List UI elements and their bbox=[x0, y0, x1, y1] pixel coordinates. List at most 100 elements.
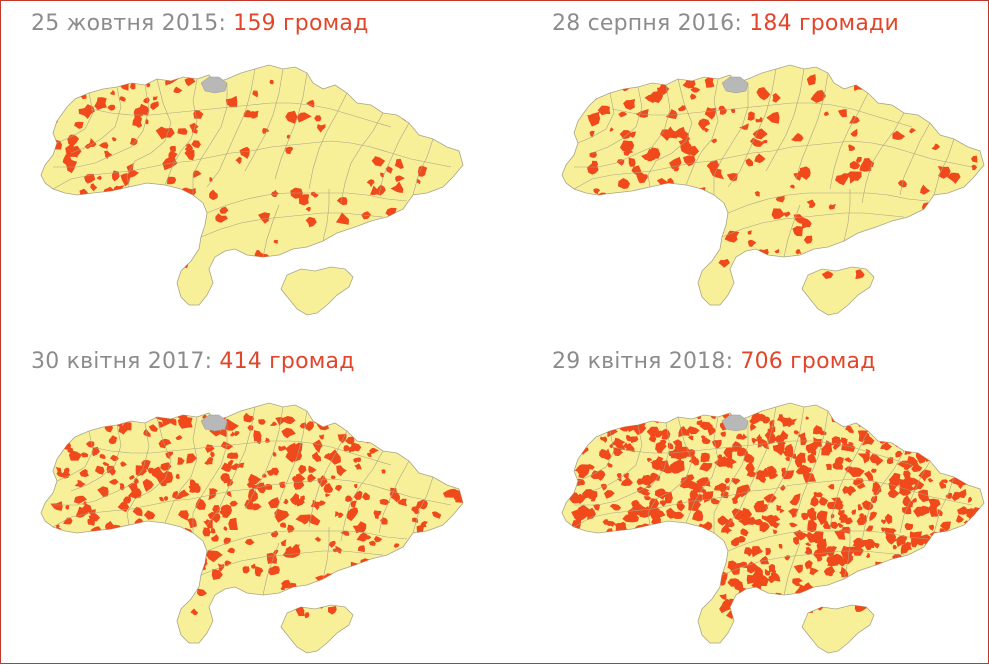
community-patch bbox=[725, 455, 737, 469]
community-patch bbox=[63, 563, 72, 570]
community-patch bbox=[348, 507, 359, 515]
community-patch bbox=[141, 459, 151, 471]
community-patch bbox=[747, 111, 755, 121]
community-patch bbox=[667, 229, 674, 234]
community-patch bbox=[296, 112, 312, 123]
community-patch bbox=[197, 588, 208, 597]
community-patch bbox=[107, 212, 119, 221]
community-patch bbox=[974, 431, 980, 438]
community-patch bbox=[420, 521, 428, 528]
community-patch bbox=[175, 473, 180, 480]
community-patch bbox=[851, 509, 856, 515]
community-patch bbox=[110, 586, 117, 592]
community-patch bbox=[680, 477, 688, 482]
panel-title: 25 жовтня 2015: 159 громад bbox=[31, 7, 369, 41]
community-patch bbox=[974, 585, 984, 595]
community-patch bbox=[598, 536, 605, 543]
panel-date: 25 жовтня 2015 bbox=[31, 11, 219, 36]
community-patch bbox=[939, 583, 944, 590]
community-patch bbox=[604, 585, 611, 590]
community-patch bbox=[128, 487, 142, 499]
community-patch bbox=[589, 240, 602, 253]
community-patch bbox=[898, 431, 912, 442]
oblast-boundary bbox=[843, 527, 851, 580]
community-patch bbox=[649, 498, 660, 508]
community-patch bbox=[680, 143, 694, 156]
community-patch bbox=[425, 458, 433, 466]
community-patch bbox=[683, 531, 692, 538]
community-patch bbox=[595, 216, 608, 229]
community-patch bbox=[688, 498, 702, 512]
community-patch bbox=[949, 573, 957, 580]
community-patch bbox=[98, 273, 103, 279]
community-patch bbox=[592, 233, 610, 245]
community-patch bbox=[166, 552, 173, 558]
community-patch bbox=[385, 437, 393, 447]
community-patch bbox=[442, 557, 451, 564]
community-patch bbox=[443, 133, 448, 138]
community-patch bbox=[846, 485, 857, 497]
community-patch bbox=[164, 157, 175, 166]
community-patch bbox=[922, 442, 936, 452]
community-patch bbox=[643, 496, 652, 501]
community-patch bbox=[211, 568, 223, 580]
community-patch bbox=[937, 508, 943, 517]
community-patch bbox=[427, 209, 437, 218]
community-patch bbox=[974, 437, 984, 449]
community-patch bbox=[99, 236, 113, 249]
community-patch bbox=[727, 560, 738, 571]
community-patch bbox=[833, 264, 840, 270]
community-patch bbox=[880, 420, 889, 428]
community-patch bbox=[310, 499, 320, 511]
community-patch bbox=[223, 526, 228, 531]
community-patch bbox=[841, 411, 847, 420]
community-patch bbox=[63, 517, 73, 525]
community-patch bbox=[805, 541, 811, 547]
community-patch bbox=[397, 566, 403, 572]
community-patch bbox=[113, 185, 125, 196]
community-patch bbox=[579, 557, 593, 569]
community-patch bbox=[931, 143, 940, 151]
community-patch bbox=[323, 482, 334, 493]
community-patch bbox=[120, 461, 127, 467]
community-patch bbox=[691, 455, 697, 462]
community-patch bbox=[814, 600, 818, 605]
community-patch bbox=[679, 537, 685, 541]
community-patch bbox=[708, 206, 716, 213]
community-patch bbox=[455, 469, 463, 476]
community-patch bbox=[597, 422, 606, 429]
community-patch bbox=[856, 585, 868, 597]
community-patch bbox=[283, 259, 293, 268]
community-patch bbox=[209, 189, 218, 201]
community-patch bbox=[869, 511, 878, 522]
community-patch bbox=[723, 447, 733, 459]
community-patch bbox=[821, 271, 834, 279]
oblast-boundary bbox=[765, 406, 805, 510]
community-patch bbox=[351, 441, 362, 452]
community-patch bbox=[751, 438, 759, 445]
community-patch bbox=[445, 568, 457, 582]
community-patch bbox=[973, 524, 980, 529]
community-patch bbox=[317, 124, 326, 133]
community-patch bbox=[766, 433, 777, 445]
community-patch bbox=[872, 481, 882, 494]
oblast-boundary bbox=[721, 212, 905, 238]
community-patch bbox=[847, 459, 853, 463]
community-patch bbox=[618, 224, 628, 234]
community-patch bbox=[840, 437, 846, 445]
community-patch bbox=[204, 456, 214, 465]
community-patch bbox=[75, 427, 84, 433]
community-patch bbox=[177, 457, 185, 465]
community-patch bbox=[651, 460, 663, 471]
ukraine-map-svg bbox=[561, 64, 985, 316]
community-patch bbox=[613, 447, 623, 456]
community-patch bbox=[223, 537, 231, 545]
community-patch bbox=[393, 555, 400, 561]
oblast-boundary bbox=[90, 102, 392, 128]
community-patch bbox=[120, 528, 134, 538]
panel-separator: : bbox=[204, 349, 220, 374]
community-patch bbox=[388, 554, 397, 561]
community-patch bbox=[837, 522, 844, 528]
community-patch bbox=[690, 87, 701, 93]
community-patch bbox=[623, 195, 632, 203]
